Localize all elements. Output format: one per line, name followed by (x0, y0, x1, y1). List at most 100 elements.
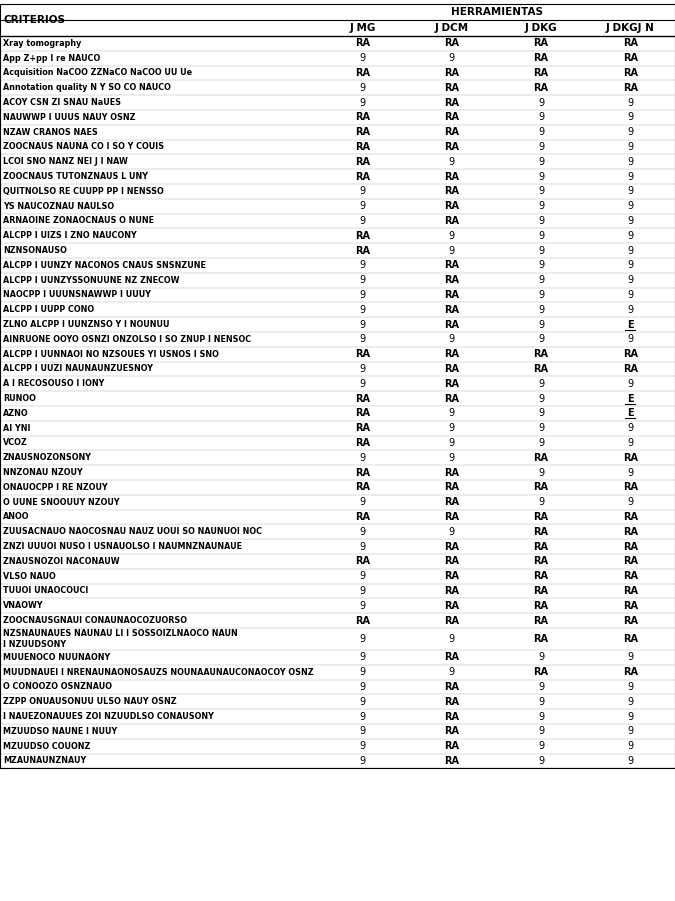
Text: 9: 9 (627, 497, 633, 507)
Text: 9: 9 (360, 364, 366, 374)
Text: 9: 9 (449, 423, 455, 433)
Text: RA: RA (534, 453, 549, 463)
Text: RA: RA (444, 542, 460, 551)
Text: J DKG: J DKG (525, 23, 558, 33)
Text: VLSO NAUO: VLSO NAUO (3, 572, 56, 581)
Text: 9: 9 (360, 334, 366, 344)
Text: 9: 9 (360, 571, 366, 581)
Text: RA: RA (623, 39, 638, 49)
Text: 9: 9 (360, 726, 366, 736)
Text: 9: 9 (449, 246, 455, 256)
Text: ZNAUSNOZONSONY: ZNAUSNOZONSONY (3, 453, 92, 462)
Text: 9: 9 (627, 113, 633, 123)
Text: 9: 9 (360, 696, 366, 706)
Text: MZUUDSO COUONZ: MZUUDSO COUONZ (3, 742, 90, 751)
Text: LCOI SNO NANZ NEI J I NAW: LCOI SNO NANZ NEI J I NAW (3, 158, 128, 167)
Text: RA: RA (534, 364, 549, 374)
Text: RA: RA (444, 571, 460, 581)
Text: NZNSONAUSO: NZNSONAUSO (3, 246, 67, 255)
Text: 9: 9 (627, 712, 633, 722)
Text: RA: RA (444, 364, 460, 374)
Text: 9: 9 (627, 696, 633, 706)
Text: RA: RA (623, 364, 638, 374)
Text: CRITERIOS: CRITERIOS (3, 15, 65, 25)
Text: NZSNAUNAUES NAUNAU LI I SOSSOIZLNAOCO NAUN
I NZUUDSONY: NZSNAUNAUES NAUNAU LI I SOSSOIZLNAOCO NA… (3, 629, 238, 649)
Text: RA: RA (444, 468, 460, 478)
Text: 9: 9 (360, 497, 366, 507)
Text: 9: 9 (538, 378, 544, 389)
Text: RA: RA (623, 571, 638, 581)
Text: 9: 9 (360, 527, 366, 537)
Text: RUNOO: RUNOO (3, 394, 36, 403)
Text: NNZONAU NZOUY: NNZONAU NZOUY (3, 469, 83, 478)
Text: 9: 9 (627, 231, 633, 241)
Text: RA: RA (534, 53, 549, 63)
Text: 9: 9 (627, 171, 633, 182)
Text: 9: 9 (360, 97, 366, 107)
Text: RA: RA (534, 512, 549, 522)
Text: AZNO: AZNO (3, 409, 28, 418)
Text: RA: RA (444, 97, 460, 107)
Text: 9: 9 (449, 157, 455, 167)
Text: RA: RA (444, 756, 460, 766)
Text: ARNAOINE ZONAOCNAUS O NUNE: ARNAOINE ZONAOCNAUS O NUNE (3, 216, 154, 225)
Text: RA: RA (534, 571, 549, 581)
Text: ALCPP I UIZS I ZNO NAUCONY: ALCPP I UIZS I ZNO NAUCONY (3, 232, 137, 241)
Text: RA: RA (623, 453, 638, 463)
Text: RA: RA (355, 394, 370, 404)
Text: 9: 9 (627, 334, 633, 344)
Text: 9: 9 (360, 634, 366, 644)
Text: RA: RA (355, 468, 370, 478)
Text: 9: 9 (627, 468, 633, 478)
Text: 9: 9 (627, 742, 633, 751)
Text: 9: 9 (538, 171, 544, 182)
Text: 9: 9 (360, 712, 366, 722)
Text: 9: 9 (538, 408, 544, 418)
Text: RA: RA (444, 615, 460, 625)
Text: 9: 9 (360, 668, 366, 678)
Text: RA: RA (444, 290, 460, 300)
Text: RA: RA (444, 83, 460, 93)
Text: 9: 9 (360, 542, 366, 551)
Text: 9: 9 (538, 113, 544, 123)
Text: 9: 9 (360, 320, 366, 330)
Text: 9: 9 (538, 423, 544, 433)
Text: 9: 9 (538, 712, 544, 722)
Text: RA: RA (444, 512, 460, 522)
Text: RA: RA (355, 423, 370, 433)
Text: J DCM: J DCM (435, 23, 469, 33)
Text: RA: RA (444, 260, 460, 270)
Text: ZOOCNAUSGNAUI CONAUNAOCOZUORSO: ZOOCNAUSGNAUI CONAUNAOCOZUORSO (3, 616, 187, 625)
Text: 9: 9 (360, 216, 366, 226)
Text: RA: RA (444, 127, 460, 137)
Text: ONAUOCPP I RE NZOUY: ONAUOCPP I RE NZOUY (3, 483, 108, 492)
Text: RA: RA (355, 39, 370, 49)
Text: RA: RA (444, 216, 460, 226)
Text: TUUOI UNAOCOUCI: TUUOI UNAOCOUCI (3, 587, 88, 596)
Text: RA: RA (534, 634, 549, 644)
Text: 9: 9 (360, 652, 366, 662)
Text: Acquisition NaCOO ZZNaCO NaCOO UU Ue: Acquisition NaCOO ZZNaCO NaCOO UU Ue (3, 68, 192, 77)
Text: RA: RA (355, 142, 370, 152)
Text: RA: RA (534, 68, 549, 78)
Text: ALCPP I UUPP CONO: ALCPP I UUPP CONO (3, 305, 94, 314)
Text: 9: 9 (627, 438, 633, 448)
Text: RA: RA (444, 378, 460, 389)
Text: RA: RA (623, 68, 638, 78)
Text: 9: 9 (538, 394, 544, 404)
Text: J DKGJ N: J DKGJ N (606, 23, 655, 33)
Text: 9: 9 (449, 408, 455, 418)
Text: ZUUSACNAUO NAOCOSNAU NAUZ UOUI SO NAUNUOI NOC: ZUUSACNAUO NAOCOSNAU NAUZ UOUI SO NAUNUO… (3, 527, 262, 536)
Text: 9: 9 (360, 756, 366, 766)
Text: RA: RA (444, 113, 460, 123)
Text: RA: RA (623, 557, 638, 567)
Text: 9: 9 (538, 97, 544, 107)
Text: RA: RA (444, 171, 460, 182)
Text: RA: RA (444, 350, 460, 359)
Text: AI YNI: AI YNI (3, 423, 30, 432)
Text: HERRAMIENTAS: HERRAMIENTAS (450, 7, 543, 17)
Text: RA: RA (534, 39, 549, 49)
Text: 9: 9 (627, 187, 633, 196)
Text: 9: 9 (538, 497, 544, 507)
Text: 9: 9 (538, 187, 544, 196)
